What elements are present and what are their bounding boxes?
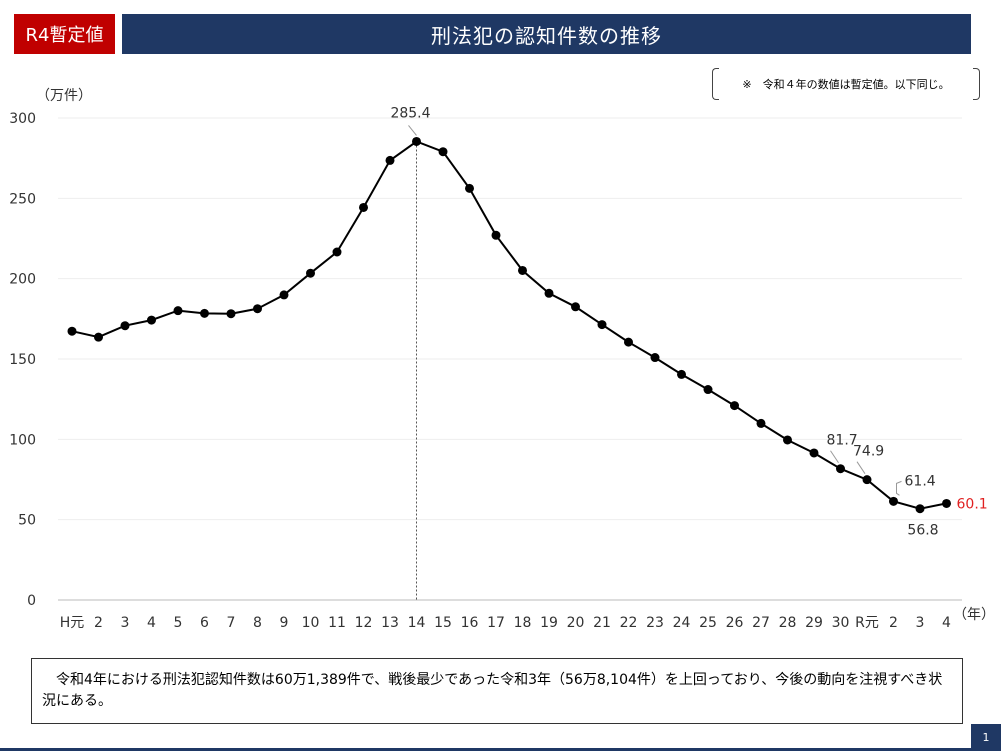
y-tick-label: 0 xyxy=(27,593,36,609)
data-point xyxy=(306,268,315,278)
x-tick-label: 22 xyxy=(620,615,638,631)
data-point xyxy=(147,315,156,325)
label-leader xyxy=(830,450,839,464)
data-point xyxy=(332,247,342,257)
data-point xyxy=(173,306,183,316)
x-tick-label: 4 xyxy=(147,615,156,631)
x-tick-label: 3 xyxy=(121,615,130,631)
data-point xyxy=(253,304,262,314)
x-tick-label: 5 xyxy=(174,615,183,631)
x-tick-label: 13 xyxy=(381,615,399,631)
label-leader xyxy=(896,480,902,496)
data-point xyxy=(650,353,660,363)
x-tick-label: 20 xyxy=(567,615,585,631)
provisional-note: ※ 令和４年の数値は暫定値。以下同じ。 xyxy=(712,68,980,100)
x-tick-label: 19 xyxy=(540,615,558,631)
x-tick-label: 8 xyxy=(253,615,262,631)
x-tick-label: 26 xyxy=(726,615,744,631)
x-tick-label: 16 xyxy=(461,615,479,631)
x-tick-label: R元 xyxy=(855,615,879,631)
provisional-badge: R4暫定値 xyxy=(14,14,115,54)
x-tick-label: 27 xyxy=(752,615,770,631)
data-label: 74.9 xyxy=(853,444,884,460)
data-point xyxy=(942,498,951,508)
x-tick-label: 17 xyxy=(487,615,505,631)
x-tick-label: 4 xyxy=(942,615,951,631)
data-point xyxy=(756,418,766,428)
data-point xyxy=(359,202,368,212)
x-tick-label: 23 xyxy=(646,615,664,631)
y-tick-label: 50 xyxy=(18,513,36,529)
x-tick-label: 2 xyxy=(94,615,103,631)
x-tick-label: 9 xyxy=(280,615,289,631)
x-tick-label: H元 xyxy=(60,615,85,631)
x-tick-label: 28 xyxy=(779,615,797,631)
data-point xyxy=(94,332,103,342)
data-point xyxy=(915,504,925,514)
note-text: ※ 令和４年の数値は暫定値。以下同じ。 xyxy=(742,78,950,91)
footer-rule xyxy=(0,748,971,751)
data-point xyxy=(571,302,580,312)
y-tick-label: 300 xyxy=(9,111,36,127)
data-point xyxy=(836,464,845,474)
data-point xyxy=(491,230,501,240)
x-tick-label: 7 xyxy=(227,615,236,631)
data-label: 61.4 xyxy=(905,473,936,489)
summary-box: 令和4年における刑法犯認知件数は60万1,389件で、戦後最少であった令和3年（… xyxy=(31,658,963,724)
label-leader xyxy=(408,125,417,136)
x-tick-label: 15 xyxy=(434,615,452,631)
x-tick-label: 11 xyxy=(328,615,346,631)
x-tick-label: 2 xyxy=(889,615,898,631)
x-tick-label: 18 xyxy=(514,615,532,631)
x-tick-label: 21 xyxy=(593,615,611,631)
data-point xyxy=(703,385,713,395)
data-point xyxy=(200,308,209,318)
data-point xyxy=(120,321,130,331)
data-point xyxy=(783,435,792,445)
x-tick-label: 14 xyxy=(408,615,426,631)
data-point xyxy=(544,288,554,298)
data-label-highlight: 60.1 xyxy=(957,496,988,512)
data-label: 285.4 xyxy=(390,105,430,121)
series-line xyxy=(71,140,947,510)
note-bracket-left xyxy=(712,68,719,100)
x-tick-label: 6 xyxy=(200,615,209,631)
note-bracket-right xyxy=(973,68,980,100)
data-point xyxy=(677,369,686,379)
data-point xyxy=(385,155,395,165)
data-point xyxy=(465,183,474,193)
page-title: 刑法犯の認知件数の推移 xyxy=(122,14,971,54)
data-point xyxy=(889,496,898,506)
data-point xyxy=(518,265,527,275)
y-tick-label: 150 xyxy=(9,352,36,368)
data-point xyxy=(226,309,236,319)
x-tick-label: 29 xyxy=(805,615,823,631)
data-point xyxy=(809,448,819,458)
x-tick-label: 3 xyxy=(916,615,925,631)
data-point xyxy=(412,136,421,146)
page-number: 1 xyxy=(971,724,1001,751)
x-axis-unit: （年） xyxy=(953,607,995,623)
data-point xyxy=(438,147,448,157)
x-tick-label: 12 xyxy=(355,615,373,631)
data-point xyxy=(67,326,77,336)
data-label: 56.8 xyxy=(907,523,938,539)
y-tick-label: 200 xyxy=(9,272,36,288)
label-leader xyxy=(856,461,866,474)
data-point xyxy=(279,290,289,300)
y-tick-label: 250 xyxy=(9,191,36,207)
x-tick-label: 24 xyxy=(673,615,691,631)
data-point xyxy=(597,320,607,330)
y-tick-label: 100 xyxy=(9,432,36,448)
data-point xyxy=(730,401,739,411)
x-tick-label: 30 xyxy=(832,615,850,631)
y-axis-unit: （万件） xyxy=(36,88,92,104)
data-label: 81.7 xyxy=(827,433,858,449)
x-tick-label: 10 xyxy=(302,615,320,631)
data-point xyxy=(624,337,633,347)
x-tick-label: 25 xyxy=(699,615,717,631)
data-point xyxy=(862,475,872,485)
